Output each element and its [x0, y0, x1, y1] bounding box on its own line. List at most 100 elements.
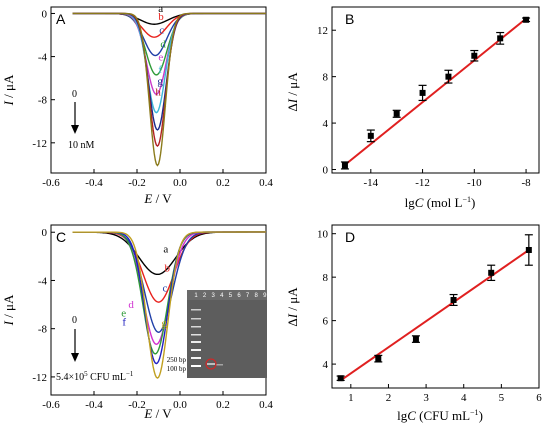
x-tick-label: -0.2 — [128, 399, 145, 411]
panel-c-x-ticks: -0.6 -0.4 -0.2 0.0 0.2 0.4 — [42, 391, 273, 411]
panel-a-arrow-head — [71, 125, 79, 134]
panel-a-x-ticks: -0.6 -0.4 -0.2 0.0 0.2 0.4 — [42, 169, 273, 189]
x-tick-label: 0.4 — [259, 177, 273, 189]
data-point — [471, 52, 478, 59]
x-tick-label: 0.0 — [173, 177, 187, 189]
curve-label-h: h — [155, 87, 161, 99]
panel-c-y-axis-label: I / μA — [1, 294, 16, 326]
curve-a — [72, 12, 266, 25]
data-point — [341, 162, 348, 169]
data-point — [445, 73, 452, 80]
gel-lane-9: 9 — [263, 293, 267, 299]
panel-c-y-ticks: 0 -4 -8 -12 — [32, 227, 55, 384]
data-point — [412, 336, 419, 343]
data-point — [450, 296, 457, 303]
panel-d-points — [336, 234, 533, 382]
curve-label-c: c — [159, 25, 164, 37]
curve-i — [72, 12, 266, 167]
gel-lane-4: 4 — [220, 293, 224, 299]
y-tick-label: -4 — [38, 52, 48, 64]
gel-lane-7: 7 — [246, 293, 250, 299]
y-tick-label: 4 — [323, 118, 329, 130]
panel-a-frame — [50, 6, 267, 174]
x-tick-label: -0.6 — [42, 399, 60, 411]
curve-label-i: i — [163, 98, 166, 110]
panel-c-annot-zero: 0 — [72, 315, 77, 326]
y-tick-label: -8 — [38, 324, 48, 336]
data-point — [375, 355, 382, 362]
curve-label-e: e — [121, 308, 126, 320]
panel-c-annot-conc: 5.4×105 CFU mL−1 — [56, 370, 134, 383]
x-tick-label: -14 — [363, 177, 378, 189]
panel-c-letter: C — [56, 229, 66, 245]
fit-line — [340, 249, 530, 382]
curve-g — [72, 231, 267, 379]
panel-c-curves — [72, 231, 267, 379]
panel-b-fit-line — [344, 17, 527, 166]
data-point — [488, 269, 495, 276]
ladder-band — [191, 341, 201, 343]
x-tick-label: 5 — [499, 392, 505, 404]
curve-label-e: e — [158, 52, 163, 64]
data-point — [419, 89, 426, 96]
x-tick-label: -0.4 — [85, 399, 103, 411]
y-tick-label: 0 — [323, 165, 329, 177]
y-tick-label: 10 — [317, 229, 329, 241]
x-tick-label: 6 — [536, 392, 542, 404]
panel-b-x-axis-label: lgC (mol L−1) — [405, 195, 476, 210]
panel-a-y-axis-label: I / μA — [1, 74, 16, 106]
panel-d-x-ticks: 1 2 3 4 5 6 — [348, 384, 542, 404]
x-tick-label: -0.4 — [85, 177, 103, 189]
gel-lane-2: 2 — [203, 293, 207, 299]
panel-a-curves — [72, 12, 266, 167]
x-tick-label: -0.2 — [128, 177, 145, 189]
fit-line — [344, 17, 527, 166]
x-tick-label: 0.0 — [173, 399, 187, 411]
ladder-band — [191, 349, 201, 351]
gel-wells-band — [187, 290, 267, 300]
data-point — [337, 375, 344, 382]
x-tick-label: 0.2 — [216, 399, 230, 411]
panel-d-y-axis-label: ΔI / μA — [285, 287, 300, 327]
curve-label-b: b — [165, 263, 171, 275]
panel-c-arrow-head — [71, 353, 79, 362]
x-tick-label: 0.2 — [216, 177, 230, 189]
panel-d-y-ticks: 4 6 8 10 — [317, 229, 336, 371]
gel-marker-100: 100 bp — [167, 365, 187, 373]
y-tick-label: 8 — [323, 72, 329, 84]
panel-d-x-axis-label: lgC (CFU mL−1) — [397, 408, 483, 423]
x-tick-label: -8 — [521, 177, 531, 189]
curve-label-a: a — [158, 3, 163, 15]
gel-lane-3: 3 — [212, 293, 216, 299]
ladder-band — [191, 357, 201, 359]
x-tick-label: 3 — [423, 392, 429, 404]
curve-label-d: d — [128, 299, 134, 311]
panel-d-letter: D — [345, 229, 355, 245]
panel-b-letter: B — [345, 11, 354, 27]
y-tick-label: 0 — [42, 227, 48, 239]
panel-a-annot-conc: 10 nM — [68, 140, 95, 151]
panel-d-frame — [331, 224, 540, 389]
data-point — [393, 110, 400, 117]
curve-label-f: f — [122, 317, 126, 329]
panel-b-y-axis-label: ΔI / μA — [285, 72, 300, 112]
x-tick-label: 4 — [461, 392, 467, 404]
panel-a-x-axis-label: E / V — [143, 191, 172, 206]
x-tick-label: 0.4 — [259, 399, 273, 411]
data-point — [525, 246, 532, 253]
y-tick-label: -12 — [32, 138, 47, 150]
data-point — [367, 132, 374, 139]
panel-b-chart: -14 -12 -10 -8 0 4 8 12 B lgC (mol L−1) ΔI / μ… — [285, 6, 540, 210]
ladder-band — [191, 326, 201, 328]
ladder-band — [191, 309, 201, 311]
ladder-band — [191, 334, 201, 336]
panel-c-curve-labels: abc def g — [121, 243, 170, 329]
y-tick-label: 0 — [42, 8, 48, 20]
gel-lane-6: 6 — [237, 293, 241, 299]
panel-c-x-axis-label: E / V — [143, 406, 172, 421]
